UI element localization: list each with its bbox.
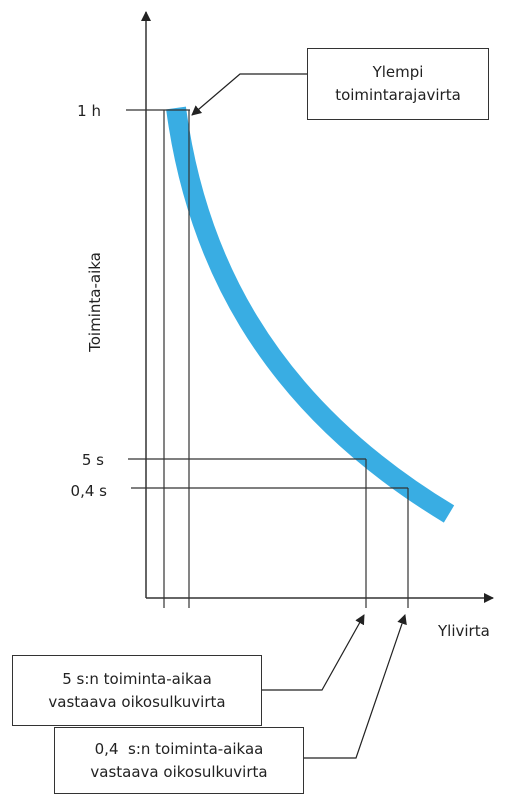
upper-limit-callout-line-2: toimintarajavirta (335, 86, 461, 104)
five-seconds-leader-arrow (262, 614, 365, 691)
five-seconds-callout: 5 s:n toiminta-aikaa vastaava oikosulkuv… (12, 655, 262, 726)
x-axis-label: Ylivirta (437, 622, 490, 640)
tick-label-1h: 1 h (77, 102, 101, 120)
y-axis-label: Toiminta-aika (86, 252, 104, 353)
tick-label-0-4s: 0,4 s (71, 482, 108, 500)
tick-label-5s: 5 s (82, 451, 104, 469)
upper-limit-callout-line-1: Ylempi (372, 63, 424, 81)
five-seconds-callout-line-2: vastaava oikosulkuvirta (48, 693, 226, 711)
five-seconds-callout-line-1: 5 s:n toiminta-aikaa (62, 670, 212, 688)
characteristic-band (166, 106, 455, 523)
upper-limit-callout: Ylempi toimintarajavirta (307, 48, 489, 120)
zero-four-seconds-callout-line-1: 0,4 s:n toiminta-aikaa (94, 740, 264, 758)
zero-four-seconds-leader-arrow (304, 614, 407, 759)
zero-four-seconds-callout: 0,4 s:n toiminta-aikaa vastaava oikosulk… (54, 727, 304, 794)
zero-four-seconds-callout-line-2: vastaava oikosulkuvirta (90, 763, 268, 781)
upper-limit-leader-arrow (191, 73, 308, 116)
